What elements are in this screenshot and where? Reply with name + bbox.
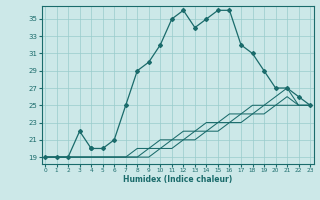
X-axis label: Humidex (Indice chaleur): Humidex (Indice chaleur) (123, 175, 232, 184)
